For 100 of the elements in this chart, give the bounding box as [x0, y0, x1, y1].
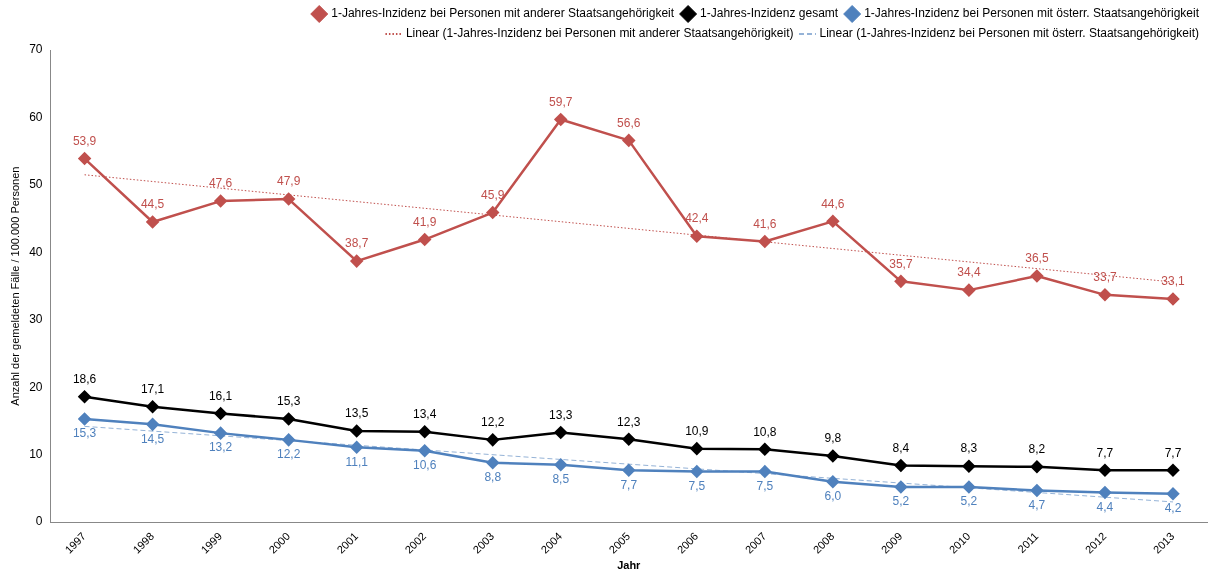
- data-label: 45,9: [481, 187, 505, 202]
- data-label: 5,2: [892, 494, 910, 509]
- data-label: 7,7: [1096, 445, 1114, 460]
- legend-label: 1-Jahres-Inzidenz gesamt: [700, 6, 839, 21]
- point: [690, 465, 704, 478]
- point: [146, 215, 159, 229]
- data-label: 47,9: [276, 174, 301, 189]
- point: [1098, 486, 1112, 499]
- point: [350, 424, 363, 438]
- legend-label: 1-Jahres-Inzidenz bei Personen mit anderer Staatsangehörigkeit: [331, 6, 675, 21]
- data-label: 17,1: [140, 382, 165, 397]
- y-tick-label: 50: [29, 177, 43, 192]
- data-label: 41,6: [753, 216, 777, 231]
- legend-label: Linear (1-Jahres-Inzidenz bei Personen mit österr. Staatsangehörigkeit): [819, 26, 1199, 41]
- point: [1098, 288, 1112, 302]
- y-tick-label: 0: [35, 514, 43, 529]
- data-label: 59,7: [549, 94, 573, 109]
- point: [826, 449, 840, 463]
- data-label: 15,3: [72, 426, 97, 441]
- data-label: 10,9: [685, 423, 709, 438]
- data-label: 4,2: [1164, 501, 1182, 516]
- point: [282, 433, 295, 447]
- point: [350, 254, 363, 268]
- data-label: 7,7: [620, 477, 638, 492]
- point: [486, 433, 499, 447]
- point: [962, 283, 976, 297]
- point: [962, 459, 976, 473]
- y-tick-label: 30: [29, 312, 43, 327]
- point: [894, 459, 908, 472]
- point: [554, 426, 567, 439]
- point: [486, 206, 499, 219]
- point: [1030, 484, 1044, 497]
- data-label: 53,9: [72, 133, 97, 148]
- point: [214, 426, 227, 440]
- point: [418, 233, 431, 246]
- point: [486, 456, 499, 470]
- data-label: 44,5: [140, 197, 165, 212]
- data-label: 16,1: [208, 388, 233, 403]
- point: [622, 134, 636, 147]
- point: [146, 418, 159, 431]
- data-label: 41,9: [413, 214, 437, 229]
- data-label: 8,8: [484, 470, 502, 485]
- legend-label: 1-Jahres-Inzidenz bei Personen mit österr. Staatsangehörigkeit: [864, 6, 1200, 21]
- point: [962, 480, 976, 494]
- data-label: 35,7: [889, 256, 913, 271]
- point: [554, 113, 567, 126]
- data-label: 13,2: [208, 440, 233, 455]
- data-label: 11,1: [345, 454, 369, 469]
- data-label: 4,4: [1096, 499, 1114, 514]
- data-label: 9,8: [824, 431, 842, 446]
- data-label: 6,0: [824, 489, 842, 503]
- point: [758, 235, 772, 248]
- data-label: 7,5: [688, 478, 706, 493]
- legend-label: Linear (1-Jahres-Inzidenz bei Personen mit anderer Staatsangehörigkeit): [405, 26, 794, 41]
- y-tick-label: 10: [29, 447, 43, 462]
- data-label: 12,2: [481, 415, 505, 430]
- data-label: 15,3: [276, 394, 301, 409]
- data-label: 44,6: [821, 196, 845, 211]
- y-axis-title: Anzahl der gemeldeten Fälle / 100.000 Personen: [8, 166, 21, 406]
- data-label: 12,2: [276, 447, 301, 462]
- point: [1030, 460, 1044, 474]
- point: [146, 400, 159, 414]
- x-axis-title: Jahr: [617, 559, 642, 572]
- data-label: 18,6: [72, 372, 97, 387]
- point: [622, 463, 636, 477]
- data-label: 4,7: [1028, 497, 1046, 512]
- point: [350, 441, 363, 454]
- point: [1166, 292, 1180, 306]
- y-tick-label: 40: [29, 244, 43, 259]
- data-label: 5,2: [960, 494, 978, 509]
- data-label: 13,3: [549, 407, 573, 422]
- point: [418, 425, 431, 439]
- data-label: 42,4: [685, 211, 709, 226]
- data-label: 12,3: [617, 414, 641, 429]
- data-label: 8,5: [552, 472, 570, 487]
- data-label: 38,7: [344, 236, 369, 251]
- point: [78, 390, 91, 403]
- point: [1166, 463, 1180, 477]
- data-label: 8,2: [1028, 442, 1046, 457]
- point: [554, 458, 567, 472]
- data-label: 7,5: [756, 478, 774, 493]
- point: [1098, 463, 1112, 477]
- point: [690, 442, 704, 455]
- point: [418, 444, 431, 457]
- data-label: 34,4: [957, 265, 981, 280]
- y-tick-label: 20: [29, 379, 43, 394]
- data-label: 36,5: [1025, 251, 1049, 266]
- point: [826, 215, 840, 228]
- point: [1166, 487, 1180, 501]
- data-label: 47,6: [208, 176, 233, 191]
- point: [214, 194, 227, 208]
- point: [78, 152, 91, 165]
- point: [758, 443, 772, 456]
- point: [758, 465, 772, 478]
- data-label: 8,3: [960, 441, 978, 456]
- data-label: 14,5: [140, 431, 165, 446]
- y-tick-label: 60: [29, 109, 43, 124]
- data-label: 33,7: [1093, 270, 1117, 285]
- point: [894, 480, 908, 494]
- point: [690, 229, 704, 243]
